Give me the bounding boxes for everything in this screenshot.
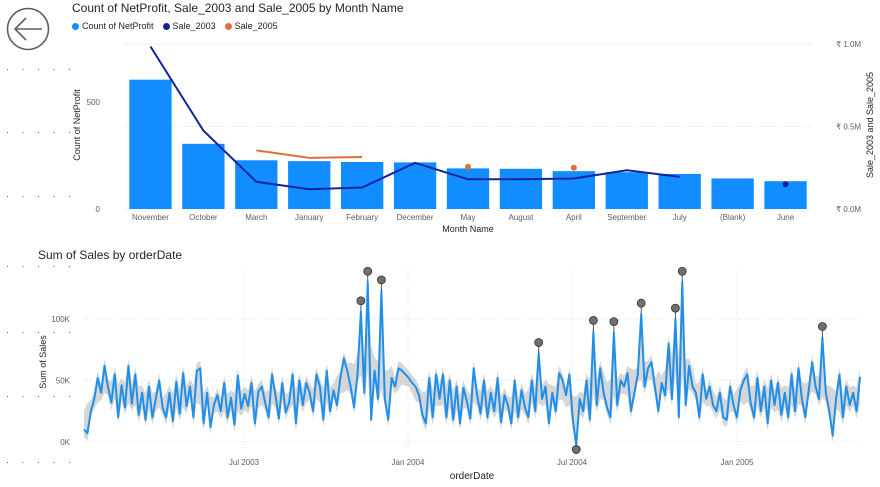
decorative-dots: · · · · · [6, 64, 76, 74]
anomaly-marker [609, 317, 619, 327]
x-tick-label: August [508, 213, 534, 222]
anomaly-marker [636, 298, 646, 308]
y-tick-label: 50K [56, 376, 71, 385]
anomaly-marker [817, 322, 827, 331]
decorative-dots: · · · · · [6, 327, 76, 337]
decorative-dots: · · · · · [6, 457, 76, 467]
x-tick-label: Jul 2003 [229, 458, 260, 467]
x-axis-label: Month Name [442, 224, 494, 234]
anomaly-marker [588, 315, 598, 325]
y-tick-label: 0 [96, 205, 101, 214]
legend-item-sale-2005[interactable]: Sale_2005 [224, 21, 278, 31]
bar [605, 172, 648, 209]
x-tick-label: January [295, 213, 323, 222]
anomaly-marker [377, 275, 386, 285]
x-tick-label: September [607, 213, 646, 222]
bar [129, 79, 172, 210]
anomaly-marker [363, 266, 373, 276]
chart-title-2: Sum of Sales by orderDate [38, 248, 183, 262]
y2-tick-label: ₹ 1.0M [836, 40, 861, 49]
line-point [465, 163, 471, 170]
x-tick-label: (Blank) [720, 213, 746, 222]
legend-dot [162, 22, 170, 30]
line-point [782, 181, 789, 188]
bar [711, 178, 754, 209]
confidence-band [84, 274, 860, 453]
anomaly-marker [534, 338, 544, 347]
line-point [570, 164, 577, 171]
x-tick-label: Jul 2004 [557, 458, 588, 467]
decorative-dots: · · · · · [6, 191, 76, 201]
x-tick-label: April [566, 213, 582, 222]
legend-item-count[interactable]: Count of NetProfit [72, 21, 154, 31]
x-tick-label: July [673, 213, 687, 222]
x-tick-label: Jan 2004 [392, 458, 425, 467]
series-line [83, 281, 861, 447]
x-tick-label: October [189, 213, 218, 222]
bar [182, 143, 225, 209]
legend-item-sale-2003[interactable]: Sale_2003 [162, 21, 216, 31]
decorative-dots: · · · · · [6, 391, 76, 401]
x-tick-label: May [460, 213, 475, 222]
legend-label: Sale_2005 [234, 21, 278, 31]
series-line [256, 149, 363, 159]
anomaly-marker [356, 296, 366, 306]
y-axis-label: Sum of Sales [38, 335, 48, 389]
bar [288, 161, 331, 209]
decorative-dots: · · · · · [6, 127, 76, 137]
x-tick-label: November [132, 213, 169, 222]
x-tick-label: March [245, 213, 267, 222]
x-tick-label: June [777, 213, 795, 222]
chart-title: Count of NetProfit, Sale_2003 and Sale_2… [72, 1, 404, 15]
series-line [149, 45, 680, 191]
bar [499, 168, 543, 209]
x-tick-label: Jan 2005 [721, 458, 754, 467]
bar [340, 161, 384, 209]
x-tick-label: December [397, 213, 434, 222]
anomaly-marker [571, 445, 581, 454]
back-arrow-icon[interactable] [6, 7, 50, 51]
y-tick-label: 100K [51, 315, 70, 324]
legend-dot [224, 22, 232, 30]
y2-tick-label: ₹ 0.0M [836, 205, 861, 214]
y-tick-label: 0K [60, 438, 70, 447]
legend-label: Sale_2003 [172, 21, 216, 31]
y2-tick-label: ₹ 0.5M [836, 123, 861, 132]
anomaly-marker [671, 303, 680, 313]
y-tick-label: 500 [87, 98, 101, 107]
y-axis-label: Count of NetProfit [72, 89, 82, 161]
legend-label: Count of NetProfit [82, 21, 154, 31]
chart-legend: Count of NetProfit Sale_2003 Sale_2005 [72, 21, 278, 31]
bar [658, 173, 701, 209]
legend-dot [72, 22, 79, 30]
x-tick-label: February [346, 213, 378, 222]
decorative-dots: · · · · · [6, 261, 76, 271]
y2-axis-label: Sale_2003 and Sale_2005 [865, 72, 875, 178]
anomaly-marker [677, 266, 687, 276]
x-axis-label: orderDate [450, 471, 495, 482]
